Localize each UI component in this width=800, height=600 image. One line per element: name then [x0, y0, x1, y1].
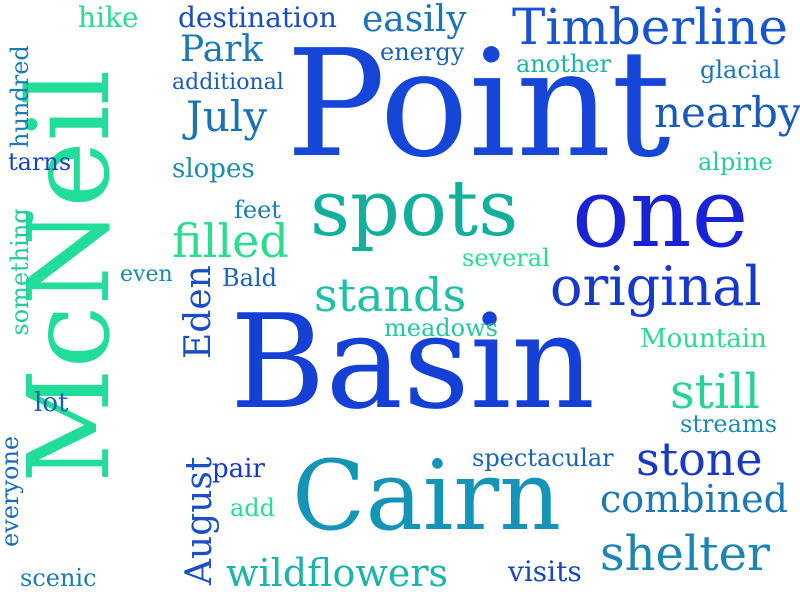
word-alpine: alpine — [698, 148, 773, 176]
word-easily: easily — [362, 0, 467, 40]
word-glacial: glacial — [700, 56, 781, 84]
word-stone: stone — [636, 432, 763, 486]
word-tarns: tarns — [8, 148, 72, 176]
word-mountain: Mountain — [640, 324, 767, 354]
word-something: something — [6, 208, 34, 336]
word-everyone: everyone — [0, 435, 24, 547]
word-even: even — [120, 262, 173, 287]
word-park: Park — [180, 29, 264, 70]
word-add: add — [230, 494, 276, 522]
word-still: still — [670, 364, 760, 420]
word-bald: Bald — [222, 264, 277, 292]
word-original: original — [550, 255, 762, 318]
word-pair: pair — [212, 454, 265, 484]
word-eden: Eden — [178, 265, 219, 359]
word-shelter: shelter — [600, 526, 770, 582]
word-nearby: nearby — [654, 88, 800, 137]
word-visits: visits — [508, 555, 582, 588]
word-filled: filled — [172, 214, 289, 268]
word-timberline: Timberline — [512, 0, 789, 56]
word-energy: energy — [380, 38, 465, 66]
word-several: several — [462, 244, 550, 272]
word-hike: hike — [78, 1, 139, 34]
word-streams: streams — [680, 410, 778, 438]
word-combined: combined — [600, 477, 788, 521]
word-lot: lot — [34, 388, 69, 418]
word-another: another — [516, 50, 611, 78]
word-basin: Basin — [230, 286, 596, 438]
word-scenic: scenic — [20, 564, 97, 592]
word-july: July — [186, 92, 268, 141]
word-stands: stands — [314, 268, 467, 322]
word-point: Point — [286, 18, 671, 190]
word-cairn: Cairn — [292, 440, 562, 552]
word-feet: feet — [234, 196, 281, 224]
word-one: one — [572, 157, 749, 269]
word-slopes: slopes — [172, 154, 255, 184]
word-destination: destination — [178, 1, 337, 34]
word-hundred: hundred — [6, 45, 34, 148]
word-spectacular: spectacular — [472, 444, 614, 472]
word-spots: spots — [310, 164, 519, 254]
word-meadows: meadows — [384, 314, 498, 342]
word-additional: additional — [172, 70, 284, 95]
word-wildflowers: wildflowers — [226, 551, 449, 595]
